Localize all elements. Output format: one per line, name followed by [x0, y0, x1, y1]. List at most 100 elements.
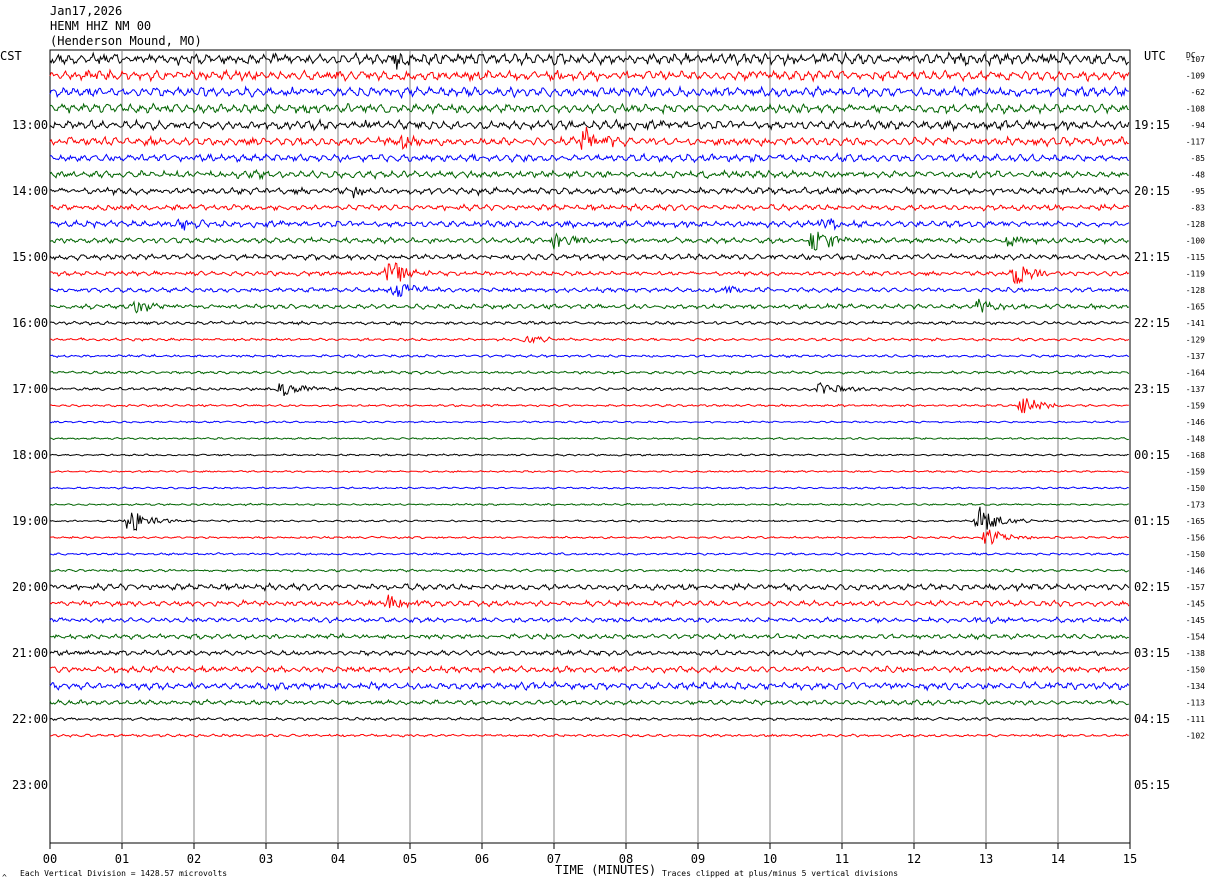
trace-row	[49, 649, 1129, 658]
trace-row	[49, 552, 1129, 556]
utc-hour-label: 04:15	[1134, 712, 1170, 726]
trace-row	[49, 420, 1129, 424]
dc-offset-label: -138	[1186, 649, 1205, 658]
utc-hour-label: 21:15	[1134, 250, 1170, 264]
trace-row	[49, 118, 1130, 133]
dc-offset-label: -134	[1186, 682, 1205, 691]
trace-row	[49, 85, 1129, 100]
dc-offset-label: -137	[1186, 385, 1205, 394]
trace-row	[49, 680, 1130, 692]
cst-hour-label: 19:00	[12, 514, 48, 528]
plot-frame	[49, 49, 1131, 844]
dc-offset-label: -128	[1186, 220, 1205, 229]
cst-hour-label: 14:00	[12, 184, 48, 198]
cst-hour-label: 23:00	[12, 778, 48, 792]
utc-hour-label: 20:15	[1134, 184, 1170, 198]
cst-hour-label: 20:00	[12, 580, 48, 594]
utc-hour-label: 23:15	[1134, 382, 1170, 396]
trace-row	[50, 568, 1130, 573]
dc-offset-label: -145	[1186, 600, 1205, 609]
trace-row	[49, 252, 1130, 262]
cst-hour-label: 13:00	[12, 118, 48, 132]
dc-offset-label: -164	[1186, 369, 1205, 378]
x-tick-label: 14	[1051, 852, 1065, 866]
trace-row	[49, 152, 1130, 164]
dc-offset-label: -150	[1186, 484, 1205, 493]
x-tick-label: 10	[763, 852, 777, 866]
dc-offset-label: -145	[1186, 616, 1205, 625]
trace-layer	[49, 51, 1130, 738]
trace-row	[49, 698, 1129, 706]
dc-offset-label: -102	[1186, 732, 1205, 741]
trace-row	[49, 582, 1130, 593]
utc-hour-label: 19:15	[1134, 118, 1170, 132]
x-tick-label: 08	[619, 852, 633, 866]
dc-offset-label: -150	[1186, 666, 1205, 675]
trace-row	[49, 320, 1129, 326]
dc-offset-label: -137	[1186, 352, 1205, 361]
dc-offset-label: -100	[1186, 237, 1205, 246]
dc-offset-label: -173	[1186, 501, 1205, 510]
header-date: Jan17,2026	[50, 4, 123, 18]
dc-offset-label: -119	[1186, 270, 1205, 279]
trace-row	[49, 370, 1130, 376]
left-zone-label: CST	[0, 49, 22, 63]
trace-row	[49, 594, 1130, 609]
x-tick-label: 00	[43, 852, 57, 866]
header-station: HENM HHZ NM 00	[50, 19, 152, 33]
dc-offset-label: -128	[1186, 286, 1205, 295]
trace-row	[49, 231, 1129, 251]
trace-row	[49, 632, 1129, 641]
dc-offset-label: -146	[1186, 567, 1205, 576]
dc-offset-label: -115	[1186, 253, 1205, 262]
dc-offset-label: -157	[1186, 583, 1205, 592]
trace-row	[49, 51, 1130, 70]
dc-offset-label: -141	[1186, 319, 1205, 328]
dc-offset-label: -154	[1186, 633, 1205, 642]
cst-hour-label: 17:00	[12, 382, 48, 396]
dc-offset-label: -165	[1186, 517, 1205, 526]
trace-row	[49, 664, 1130, 674]
dc-offset-label: -148	[1186, 435, 1205, 444]
trace-row	[49, 716, 1130, 722]
utc-hour-label: 22:15	[1134, 316, 1170, 330]
cst-hour-label: 16:00	[12, 316, 48, 330]
x-tick-label: 07	[547, 852, 561, 866]
dc-offset-label: -150	[1186, 550, 1205, 559]
dc-offset-label: -117	[1186, 138, 1205, 147]
cst-hour-label: 22:00	[12, 712, 48, 726]
x-tick-label: 05	[403, 852, 417, 866]
dc-offset-label: -146	[1186, 418, 1205, 427]
dc-offset-label: -168	[1186, 451, 1205, 460]
trace-row	[49, 168, 1129, 181]
utc-hour-label: 01:15	[1134, 514, 1170, 528]
dc-offset-label: -62	[1191, 88, 1206, 97]
x-tick-label: 09	[691, 852, 705, 866]
dc-offset-label: -159	[1186, 402, 1205, 411]
dc-offset-label: -109	[1186, 72, 1205, 81]
trace-row	[49, 335, 1130, 345]
dc-offset-label: -156	[1186, 534, 1205, 543]
cst-hour-label: 21:00	[12, 646, 48, 660]
x-tick-label: 02	[187, 852, 201, 866]
trace-row	[49, 506, 1130, 531]
dc-offset-label: -113	[1186, 699, 1205, 708]
utc-hour-label: 05:15	[1134, 778, 1170, 792]
header-location: (Henderson Mound, MO)	[50, 34, 202, 48]
trace-row	[49, 68, 1130, 83]
utc-hour-label: 03:15	[1134, 646, 1170, 660]
trace-row	[49, 502, 1129, 507]
footer-scale-note: Each Vertical Division = 1428.57 microvo…	[20, 869, 227, 878]
trace-row	[49, 298, 1129, 314]
trace-row	[49, 186, 1130, 199]
grid-layer	[49, 49, 1131, 849]
x-tick-label: 15	[1123, 852, 1137, 866]
dc-offset-label: -95	[1191, 187, 1206, 196]
utc-hour-label: 02:15	[1134, 580, 1170, 594]
trace-row	[49, 398, 1129, 414]
dc-offset-label: -83	[1191, 204, 1206, 213]
trace-row	[49, 101, 1129, 116]
trace-row	[49, 126, 1129, 151]
dc-offset-label: -108	[1186, 105, 1205, 114]
